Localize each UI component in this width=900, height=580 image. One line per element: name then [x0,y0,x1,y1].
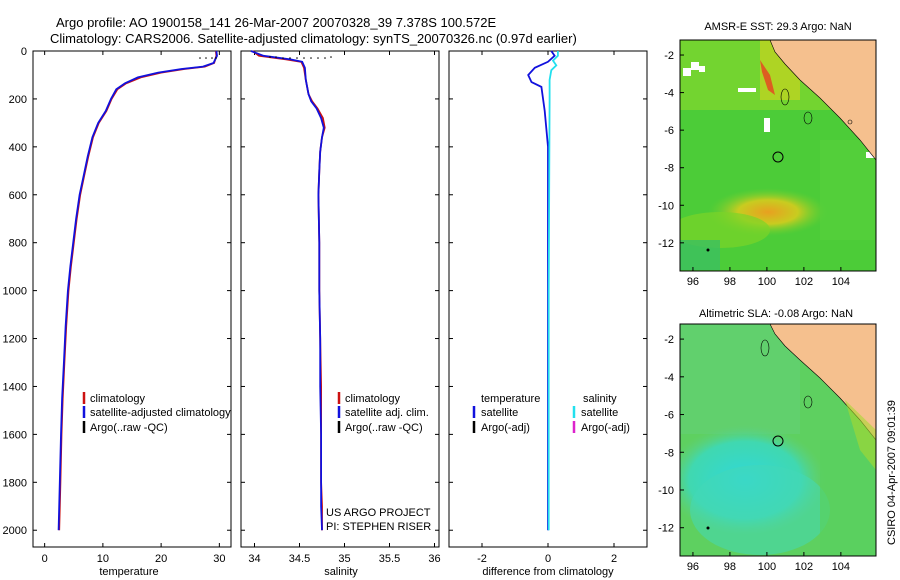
salinity-series [250,50,326,531]
map-x-tick-label: 104 [832,276,850,288]
legend-sal-sat: satellite adj. clim. [345,407,429,419]
x-tick-label: 34.5 [289,553,310,565]
map-y-tick-label: -10 [658,485,674,497]
salinity-legend: climatology satellite adj. clim. Argo(..… [326,392,431,533]
y-tick-label: 200 [9,94,27,106]
y-tick-label: 1600 [3,429,27,441]
sla-map [680,324,876,556]
x-tick-label: 34 [248,553,260,565]
y-tick-label: 2000 [3,525,27,537]
map-x-tick-label: 102 [795,276,813,288]
sst-float-marker [772,151,784,163]
series-line-salinity-satellite [547,51,559,531]
map-y-tick-label: -2 [664,50,674,62]
x-tick-label: 35.5 [379,553,400,565]
y-tick-label: 800 [9,238,27,250]
credit-text: CSIRO 04-Apr-2007 09:01:39 [886,400,898,545]
salinity-panel-frame [240,50,440,548]
y-tick-label: 1000 [3,286,27,298]
sst-map [680,40,876,271]
pi-line: PI: STEPHEN RISER [326,521,431,533]
x-tick-label: 35 [338,553,350,565]
map-x-tick-label: 98 [724,561,736,573]
legend-diff-temp-head: temperature [481,393,540,405]
map-y-tick-label: -6 [664,410,674,422]
map-x-tick-label: 100 [758,276,776,288]
map-y-tick-label: -12 [658,523,674,535]
map-x-tick-label: 98 [724,276,736,288]
legend-temp-argo: Argo(..raw -QC) [90,422,168,434]
map-y-tick-label: -8 [664,447,674,459]
sla-float-marker [772,435,784,447]
sst-map-axes: 96 98 100 102 104 -2 -4 -6 -8 -10 -12 [658,50,850,288]
map-y-tick-label: -6 [664,125,674,137]
legend-diff-sal-sat: satellite [581,407,618,419]
sst-map-frame [679,39,877,272]
xlabel-temperature: temperature [99,566,158,578]
xlabel-salinity: salinity [324,566,358,578]
x-tick-label: -2 [477,553,487,565]
map-x-tick-label: 104 [832,561,850,573]
y-tick-label: 1400 [3,381,27,393]
x-tick-label: 0 [545,553,551,565]
map-y-tick-label: -4 [664,88,674,100]
x-tick-label: 10 [97,553,109,565]
project-line: US ARGO PROJECT [326,507,431,519]
sla-map-frame [679,323,877,557]
temperature-panel-frame [32,50,232,548]
series-line-temperature-satellite [527,50,556,531]
map-x-tick-label: 100 [758,561,776,573]
map-y-tick-label: -4 [664,372,674,384]
map-y-tick-label: -12 [658,238,674,250]
legend-sal-clim: climatology [345,393,401,405]
series-line-climatology [58,50,218,531]
map-x-tick-label: 102 [795,561,813,573]
series-line-satellite-adj-clim- [250,50,325,531]
legend-sal-argo: Argo(..raw -QC) [345,422,423,434]
legend-diff-temp-argo: Argo(-adj) [481,422,530,434]
map-x-tick-label: 96 [687,561,699,573]
difference-series [527,50,559,531]
map-y-tick-label: -10 [658,200,674,212]
x-tick-label: 2 [611,553,617,565]
series-line-satellite-adjusted-climatology [57,50,218,531]
legend-diff-sal-argo: Argo(-adj) [581,422,630,434]
map-x-tick-label: 96 [687,276,699,288]
sla-map-title: Altimetric SLA: -0.08 Argo: NaN [699,308,853,320]
series-line-climatology [252,50,326,531]
temperature-series [57,50,218,531]
x-tick-label: 30 [213,553,225,565]
x-tick-label: 36 [428,553,440,565]
legend-temp-clim: climatology [90,393,146,405]
x-tick-label: 20 [155,553,167,565]
y-tick-label: 600 [9,190,27,202]
sst-map-title: AMSR-E SST: 29.3 Argo: NaN [704,21,851,33]
title-line-2: Climatology: CARS2006. Satellite-adjuste… [50,31,577,46]
x-tick-label: 0 [42,553,48,565]
title-line-1: Argo profile: AO 1900158_141 26-Mar-2007… [56,15,497,30]
y-tick-label: 400 [9,142,27,154]
difference-legend: temperature satellite Argo(-adj) salinit… [472,393,630,434]
map-y-tick-label: -2 [664,334,674,346]
argo-surface-dots [199,56,332,59]
temperature-legend: climatology satellite-adjusted climatolo… [82,392,231,434]
y-tick-label: 1200 [3,334,27,346]
salinity-axes: 34 34.5 35 35.5 36 [241,50,441,565]
y-tick-label: 0 [21,46,27,58]
map-y-tick-label: -8 [664,163,674,175]
legend-diff-temp-sat: satellite [481,407,518,419]
temperature-axes: 0 10 20 30 0 200 400 600 800 1000 1200 1400 1600 1800… [3,46,231,565]
legend-diff-sal-head: salinity [583,393,617,405]
sla-map-axes: 96 98 100 102 104 -2 -4 -6 -8 -10 -12 [658,334,850,573]
xlabel-difference: difference from climatology [482,566,614,578]
y-tick-label: 1800 [3,477,27,489]
legend-temp-sat: satellite-adjusted climatology [90,407,231,419]
difference-axes: -2 0 2 [449,50,647,565]
